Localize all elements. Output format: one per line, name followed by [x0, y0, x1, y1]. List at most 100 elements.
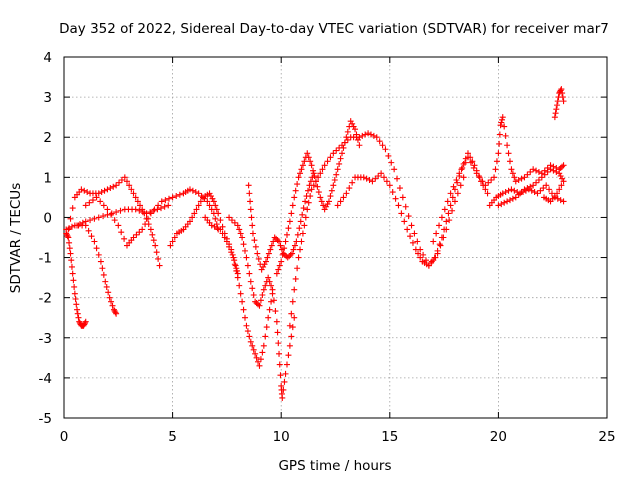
data-point: [375, 172, 382, 179]
data-point: [210, 198, 217, 205]
data-point: [84, 189, 91, 196]
data-point: [276, 361, 283, 368]
data-point: [283, 361, 290, 368]
data-point: [559, 163, 566, 170]
data-point: [234, 274, 241, 281]
data-point: [402, 203, 409, 210]
data-point: [297, 246, 304, 253]
data-point: [247, 338, 254, 345]
data-point: [285, 225, 292, 232]
data-point: [105, 289, 112, 296]
data-point: [242, 247, 248, 254]
data-point: [101, 187, 108, 194]
data-point: [270, 297, 277, 304]
data-point: [82, 218, 89, 225]
satellite-track-o: [495, 166, 567, 209]
data-point: [289, 250, 296, 257]
data-point: [509, 195, 516, 202]
data-point: [64, 233, 71, 240]
data-point: [110, 183, 117, 190]
satellite-track-a: [63, 230, 89, 329]
data-point: [443, 218, 450, 225]
data-point: [484, 190, 491, 197]
data-point: [100, 202, 107, 209]
data-point: [165, 195, 172, 202]
data-point: [328, 187, 335, 194]
data-point: [255, 255, 262, 262]
data-point: [291, 286, 298, 293]
data-point: [151, 206, 158, 213]
data-point: [297, 218, 304, 225]
data-point: [91, 238, 98, 245]
data-point: [414, 238, 421, 245]
data-point: [295, 254, 302, 261]
data-point: [232, 262, 239, 269]
data-point: [386, 182, 393, 189]
data-point: [155, 202, 162, 209]
data-point: [389, 189, 396, 196]
data-point: [176, 191, 183, 198]
data-point: [436, 241, 443, 248]
data-point: [325, 198, 332, 205]
data-point: [74, 222, 81, 229]
data-point: [217, 217, 224, 224]
data-point: [255, 358, 262, 365]
data-point: [82, 318, 89, 325]
data-point: [97, 198, 104, 205]
data-point: [504, 142, 511, 149]
data-point: [67, 215, 74, 222]
data-point: [408, 222, 415, 229]
data-point: [499, 116, 506, 123]
data-point: [540, 185, 547, 192]
data-point: [558, 86, 565, 93]
data-point: [147, 210, 154, 217]
data-point: [113, 182, 120, 189]
y-tick-label: 1: [43, 170, 52, 186]
data-point: [508, 166, 515, 173]
data-point: [411, 230, 418, 237]
data-point: [370, 132, 377, 139]
data-point: [291, 242, 298, 249]
data-point: [74, 310, 81, 317]
data-point: [479, 178, 486, 185]
data-point: [330, 150, 337, 157]
data-point: [451, 198, 458, 205]
data-point: [295, 174, 302, 181]
data-point: [517, 190, 524, 197]
data-point: [87, 217, 94, 224]
data-point: [550, 167, 557, 174]
data-point: [86, 199, 93, 206]
data-point: [106, 294, 113, 301]
data-point: [76, 318, 83, 325]
data-point: [496, 131, 503, 138]
data-point: [271, 234, 278, 241]
data-point: [557, 87, 564, 94]
data-point: [123, 178, 130, 185]
data-point: [71, 290, 78, 297]
data-point: [305, 154, 312, 161]
data-point: [132, 206, 139, 213]
data-point: [69, 205, 76, 212]
data-point: [237, 230, 244, 237]
data-point: [506, 158, 513, 165]
data-point: [113, 209, 120, 216]
data-point: [254, 250, 261, 257]
data-point: [288, 310, 295, 317]
data-point: [462, 159, 469, 166]
data-point: [149, 231, 156, 238]
data-point: [336, 160, 343, 167]
data-point: [349, 179, 356, 186]
data-point: [515, 191, 522, 198]
data-point: [226, 243, 233, 250]
data-point: [282, 238, 289, 245]
data-point: [337, 198, 344, 205]
data-point: [223, 238, 230, 245]
data-point: [81, 320, 88, 327]
data-point: [69, 270, 76, 277]
data-point: [339, 142, 346, 149]
data-point: [81, 187, 88, 194]
data-point: [134, 198, 141, 205]
data-point: [383, 178, 390, 185]
data-point: [392, 195, 399, 202]
data-point: [319, 166, 326, 173]
